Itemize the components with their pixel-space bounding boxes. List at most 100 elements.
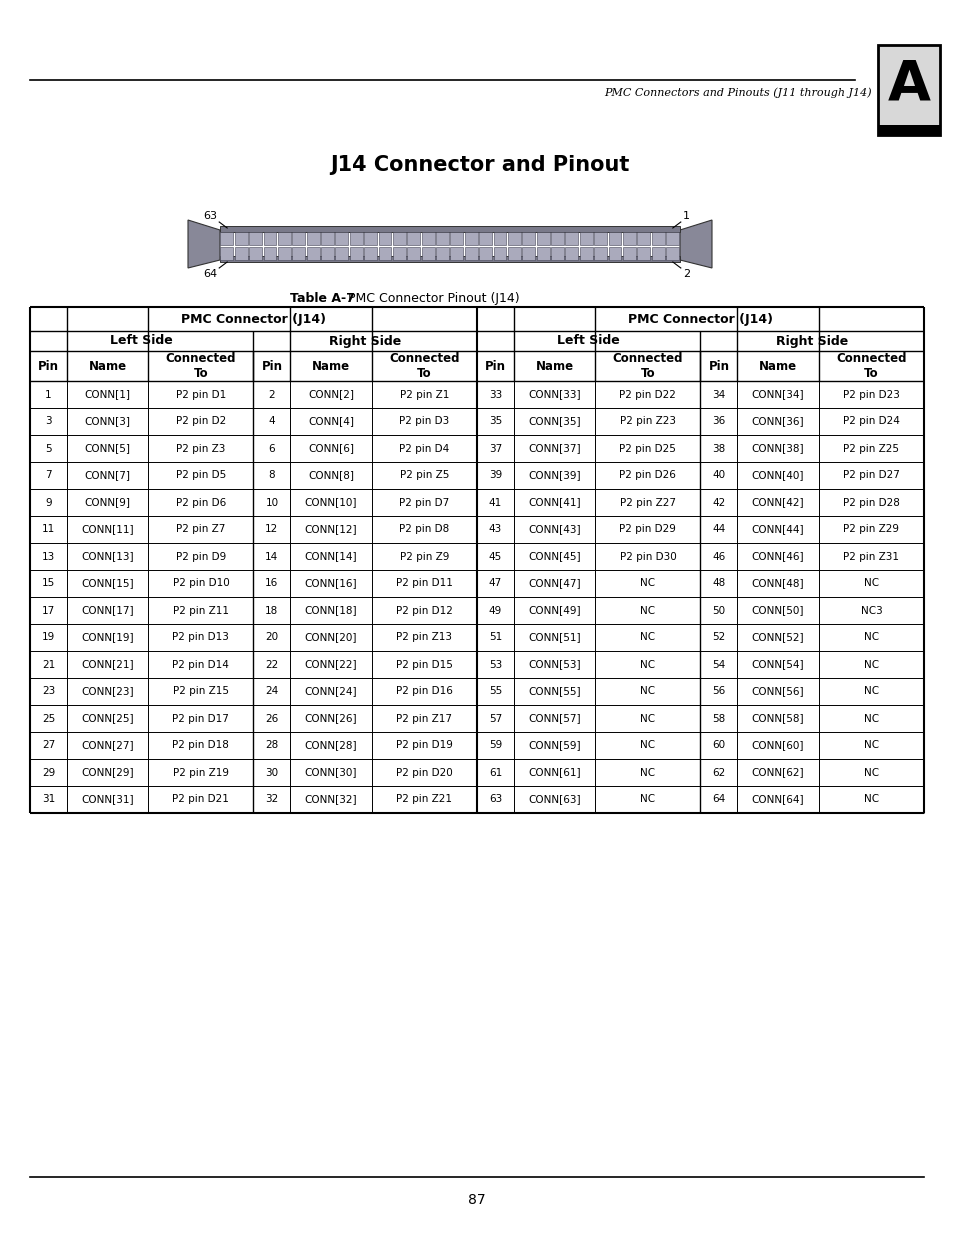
Text: 27: 27	[42, 741, 55, 751]
Text: P2 pin Z29: P2 pin Z29	[842, 525, 899, 535]
Text: Connected
To: Connected To	[166, 352, 236, 380]
Bar	[234, 232, 248, 245]
Bar	[877, 44, 939, 135]
Text: CONN[46]: CONN[46]	[751, 552, 803, 562]
Text: 6: 6	[269, 443, 274, 453]
Bar	[594, 247, 606, 261]
Text: CONN[38]: CONN[38]	[751, 443, 803, 453]
Bar	[565, 232, 578, 245]
Text: 63: 63	[488, 794, 501, 804]
Bar	[622, 247, 636, 261]
Text: Name: Name	[312, 359, 350, 373]
Text: 13: 13	[42, 552, 55, 562]
Text: CONN[28]: CONN[28]	[304, 741, 357, 751]
Text: CONN[62]: CONN[62]	[751, 767, 803, 778]
Text: PMC Connector (J14): PMC Connector (J14)	[627, 312, 772, 326]
Text: P2 pin D5: P2 pin D5	[175, 471, 226, 480]
Text: 23: 23	[42, 687, 55, 697]
Bar	[393, 247, 405, 261]
Bar	[350, 232, 362, 245]
Text: 60: 60	[712, 741, 724, 751]
Bar	[407, 232, 420, 245]
Text: CONN[22]: CONN[22]	[304, 659, 357, 669]
Text: NC: NC	[639, 687, 655, 697]
Text: Connected
To: Connected To	[389, 352, 459, 380]
Text: CONN[15]: CONN[15]	[81, 578, 133, 589]
Text: P2 pin Z3: P2 pin Z3	[176, 443, 225, 453]
Text: NC: NC	[639, 632, 655, 642]
Text: P2 pin D7: P2 pin D7	[399, 498, 449, 508]
Text: NC3: NC3	[860, 605, 882, 615]
Bar	[665, 247, 679, 261]
Text: 5: 5	[45, 443, 51, 453]
Text: CONN[14]: CONN[14]	[304, 552, 357, 562]
Text: P2 pin D22: P2 pin D22	[618, 389, 676, 399]
Bar	[321, 232, 334, 245]
Bar	[565, 247, 578, 261]
Text: CONN[61]: CONN[61]	[528, 767, 580, 778]
Text: CONN[1]: CONN[1]	[85, 389, 131, 399]
Text: 34: 34	[712, 389, 725, 399]
Text: 21: 21	[42, 659, 55, 669]
Text: P2 pin D24: P2 pin D24	[842, 416, 899, 426]
Text: CONN[5]: CONN[5]	[85, 443, 131, 453]
Text: CONN[36]: CONN[36]	[751, 416, 803, 426]
Bar	[651, 247, 664, 261]
Bar	[364, 232, 376, 245]
Text: 25: 25	[42, 714, 55, 724]
Text: CONN[47]: CONN[47]	[528, 578, 580, 589]
Text: CONN[20]: CONN[20]	[305, 632, 357, 642]
Text: Left Side: Left Side	[557, 335, 619, 347]
Text: PMC Connector (J14): PMC Connector (J14)	[181, 312, 326, 326]
Bar	[220, 232, 233, 245]
Text: 32: 32	[265, 794, 278, 804]
Text: 31: 31	[42, 794, 55, 804]
Text: NC: NC	[639, 741, 655, 751]
Text: 9: 9	[45, 498, 51, 508]
Text: NC: NC	[863, 632, 878, 642]
Bar	[436, 232, 449, 245]
Text: 41: 41	[488, 498, 501, 508]
Bar	[493, 232, 506, 245]
Text: A: A	[886, 58, 929, 112]
Text: NC: NC	[863, 741, 878, 751]
Text: 62: 62	[712, 767, 725, 778]
Text: P2 pin Z21: P2 pin Z21	[396, 794, 452, 804]
Text: 35: 35	[488, 416, 501, 426]
Text: 29: 29	[42, 767, 55, 778]
Bar	[321, 247, 334, 261]
Text: 56: 56	[712, 687, 725, 697]
Text: 1: 1	[682, 211, 689, 221]
Text: CONN[17]: CONN[17]	[81, 605, 133, 615]
Text: 36: 36	[712, 416, 725, 426]
Text: P2 pin D15: P2 pin D15	[395, 659, 453, 669]
Text: Pin: Pin	[261, 359, 282, 373]
Text: P2 pin D23: P2 pin D23	[842, 389, 899, 399]
Text: NC: NC	[639, 794, 655, 804]
Bar	[220, 247, 233, 261]
Text: NC: NC	[639, 659, 655, 669]
Text: Connected
To: Connected To	[612, 352, 682, 380]
Text: 16: 16	[265, 578, 278, 589]
Text: NC: NC	[863, 578, 878, 589]
Text: 87: 87	[468, 1193, 485, 1207]
Text: P2 pin D2: P2 pin D2	[175, 416, 226, 426]
Text: P2 pin D12: P2 pin D12	[395, 605, 453, 615]
Text: 54: 54	[712, 659, 725, 669]
Text: CONN[34]: CONN[34]	[751, 389, 803, 399]
Text: 17: 17	[42, 605, 55, 615]
Text: P2 pin Z19: P2 pin Z19	[172, 767, 229, 778]
Text: 22: 22	[265, 659, 278, 669]
Text: CONN[43]: CONN[43]	[528, 525, 580, 535]
Text: CONN[33]: CONN[33]	[528, 389, 580, 399]
Text: CONN[19]: CONN[19]	[81, 632, 133, 642]
Text: CONN[56]: CONN[56]	[751, 687, 803, 697]
Text: J14 Connector and Pinout: J14 Connector and Pinout	[330, 156, 629, 175]
Text: NC: NC	[639, 578, 655, 589]
Text: 8: 8	[269, 471, 274, 480]
Text: P2 pin Z9: P2 pin Z9	[399, 552, 449, 562]
Text: CONN[24]: CONN[24]	[304, 687, 357, 697]
Text: CONN[51]: CONN[51]	[528, 632, 580, 642]
Text: NC: NC	[863, 659, 878, 669]
Polygon shape	[188, 220, 220, 268]
